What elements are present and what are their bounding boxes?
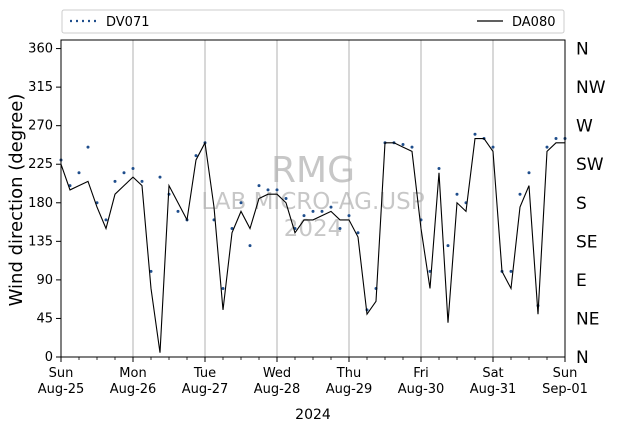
dv071-point <box>518 192 522 196</box>
dv071-point <box>527 171 531 175</box>
dv071-point <box>320 209 324 213</box>
y-tick-label: 45 <box>36 311 53 326</box>
x-tick-label-day: Sun <box>49 366 74 381</box>
dv071-point <box>509 269 513 273</box>
dv071-point <box>257 184 261 188</box>
x-tick-label-date: Aug-27 <box>182 382 229 397</box>
y-tick-label: 90 <box>36 273 53 288</box>
watermark-line-1: RMG <box>271 150 355 191</box>
x-tick-label-date: Aug-26 <box>110 382 157 397</box>
legend-label-dv071: DV071 <box>106 15 150 30</box>
dv071-point <box>149 269 153 273</box>
dv071-point <box>401 143 405 147</box>
compass-label: NW <box>576 78 606 98</box>
da080-series <box>60 137 565 353</box>
y-tick-label: 135 <box>28 234 53 249</box>
y-tick-label: 270 <box>28 119 53 134</box>
x-tick-label-day: Fri <box>413 366 429 381</box>
dv071-point <box>131 167 135 171</box>
dv071-point <box>239 201 243 205</box>
dv071-point <box>113 179 117 183</box>
dv071-point <box>248 244 252 248</box>
dv071-point <box>302 214 306 218</box>
dv071-point <box>194 154 198 158</box>
legend-label-da080: DA080 <box>512 15 556 30</box>
compass-axis: N NE E SE S SW W NW N <box>576 40 606 368</box>
x-tick-label-day: Sun <box>553 366 578 381</box>
dv071-point <box>311 209 315 213</box>
y-tick-label: 360 <box>28 42 53 57</box>
da080-line <box>60 137 565 353</box>
compass-label: E <box>576 271 587 291</box>
dv071-point <box>266 188 270 192</box>
dv071-point <box>122 171 126 175</box>
compass-label: S <box>576 194 587 214</box>
x-tick-label-day: Tue <box>193 366 216 381</box>
gridlines <box>132 40 494 357</box>
x-tick-label-date: Aug-31 <box>470 382 517 397</box>
dv071-point <box>140 179 144 183</box>
y-tick-label: 0 <box>45 350 53 365</box>
dv071-point <box>77 171 81 175</box>
x-tick-label-date: Aug-30 <box>398 382 445 397</box>
x-tick-label-date: Aug-29 <box>326 382 373 397</box>
x-tick-label-day: Wed <box>263 366 291 381</box>
dv071-point <box>221 286 225 290</box>
legend: DV071 DA080 <box>61 9 565 34</box>
dv071-point <box>176 209 180 213</box>
dv071-point <box>158 175 162 179</box>
y-axis-title: Wind direction (degree) <box>6 94 27 307</box>
x-axis-title: 2024 <box>295 407 331 423</box>
x-tick-label-date: Aug-25 <box>38 382 85 397</box>
compass-label: SE <box>576 232 598 252</box>
compass-label: W <box>576 117 593 137</box>
dv071-point <box>347 214 351 218</box>
dv071-point <box>455 192 459 196</box>
x-tick-label-day: Sat <box>482 366 503 381</box>
dv071-point <box>338 226 342 230</box>
dv071-point <box>356 231 360 235</box>
compass-label: NE <box>576 309 599 329</box>
x-tick-label-day: Thu <box>336 366 361 381</box>
y-tick-label: 180 <box>28 196 53 211</box>
y-axis: 0 45 90 135 180 225 270 315 360 <box>28 42 61 365</box>
dv071-point <box>329 205 333 209</box>
x-axis: SunAug-25MonAug-26TueAug-27WedAug-28ThuA… <box>38 357 588 397</box>
dv071-point <box>473 132 477 136</box>
compass-label: N <box>576 348 589 368</box>
x-tick-label-date: Sep-01 <box>542 382 588 397</box>
compass-label: N <box>576 40 589 60</box>
y-tick-label: 315 <box>28 80 53 95</box>
dv071-point <box>545 145 549 149</box>
x-tick-label-day: Mon <box>119 366 146 381</box>
dv071-point <box>86 145 90 149</box>
dv071-point <box>491 145 495 149</box>
compass-label: SW <box>576 155 604 175</box>
dv071-point <box>554 137 558 141</box>
dv071-point <box>230 226 234 230</box>
dv071-point <box>437 167 441 171</box>
x-tick-label-date: Aug-28 <box>254 382 301 397</box>
dv071-point <box>104 218 108 222</box>
dv071-point <box>284 197 288 200</box>
dv071-point <box>410 145 414 149</box>
y-tick-label: 225 <box>28 157 53 172</box>
dv071-point <box>275 188 279 192</box>
watermark: RMG LAB MICRO-AG.USP 2024 <box>201 150 424 242</box>
dv071-point <box>446 244 450 248</box>
legend-box <box>61 9 565 34</box>
